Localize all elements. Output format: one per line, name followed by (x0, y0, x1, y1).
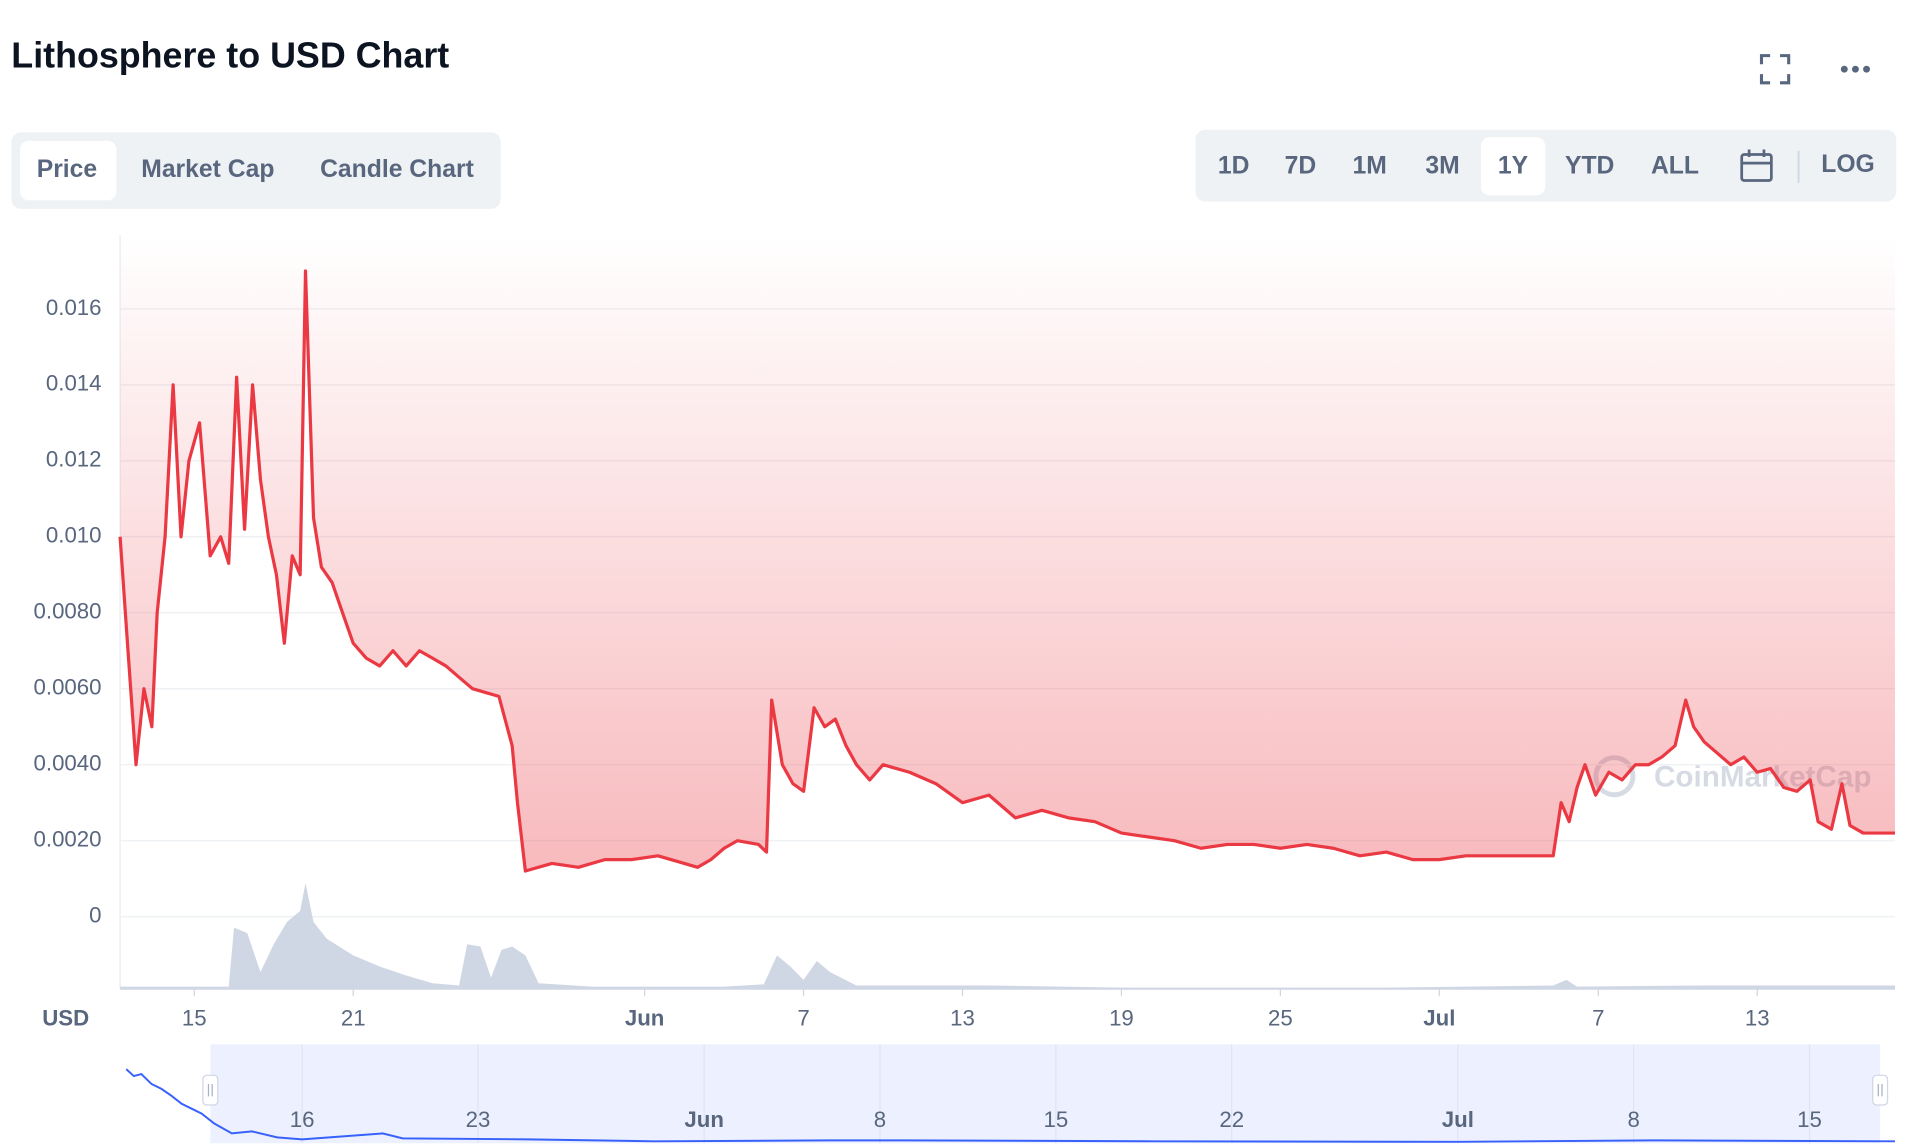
x-tick-label: 25 (1268, 1006, 1293, 1031)
navigator-line (125, 1068, 1895, 1143)
x-tick-label: Jul (1423, 1006, 1455, 1031)
y-tick-label: 0.0040 (34, 751, 102, 776)
navigator-tick-label: Jul (1442, 1107, 1474, 1132)
range-button[interactable]: 1Y (1498, 152, 1529, 179)
chart-title: Lithosphere to USD Chart (11, 36, 449, 76)
navigator-tick-label: 8 (874, 1107, 886, 1132)
y-tick-label: 0.012 (46, 447, 102, 472)
x-tick-label: Jun (625, 1006, 665, 1031)
navigator-window (210, 1044, 1881, 1144)
more-button[interactable] (1840, 65, 1871, 73)
range-button[interactable]: 1D (1218, 152, 1250, 179)
log-button[interactable]: LOG (1821, 151, 1875, 178)
range-button[interactable]: ALL (1651, 152, 1699, 179)
range-button[interactable]: 7D (1285, 152, 1317, 179)
navigator-tick-label: 15 (1043, 1107, 1068, 1132)
y-tick-label: 0.0080 (34, 599, 102, 624)
navigator-handle[interactable] (202, 1074, 219, 1106)
x-tick-label: 13 (950, 1006, 975, 1031)
y-tick-label: 0 (89, 903, 101, 928)
navigator-tick-label: 15 (1797, 1107, 1822, 1132)
tab-selected (19, 140, 117, 201)
navigator-tick-label: 16 (290, 1107, 315, 1132)
fullscreen-button[interactable] (1759, 54, 1791, 85)
navigator-handle[interactable] (1872, 1074, 1889, 1106)
price-line (118, 269, 1895, 873)
tab-button[interactable]: Market Cap (141, 156, 274, 183)
x-tick-label: 19 (1109, 1006, 1134, 1031)
price-fill (120, 234, 1895, 872)
range-selected (1480, 137, 1546, 196)
y-tick-label: 0.0020 (34, 827, 102, 852)
y-tick-label: 0.016 (46, 295, 102, 320)
y-axis-label: USD (42, 1006, 89, 1031)
volume-area (120, 883, 1895, 989)
range-button[interactable]: 1M (1353, 152, 1387, 179)
navigator-tick-label: Jun (684, 1107, 724, 1132)
range-group (1195, 129, 1897, 202)
navigator-tick-label: 23 (466, 1107, 491, 1132)
range-button[interactable]: YTD (1565, 152, 1614, 179)
tab-group (11, 132, 501, 209)
y-tick-label: 0.0060 (34, 675, 102, 700)
range-button[interactable]: 3M (1425, 152, 1459, 179)
tab-button[interactable]: Candle Chart (320, 156, 474, 183)
x-tick-label: 13 (1745, 1006, 1770, 1031)
x-tick-label: 21 (341, 1006, 366, 1031)
navigator-tick-label: 22 (1219, 1107, 1244, 1132)
x-tick-label: 15 (182, 1006, 207, 1031)
y-tick-label: 0.010 (46, 523, 102, 548)
navigator-tick-label: 8 (1628, 1107, 1640, 1132)
x-tick-label: 7 (797, 1006, 809, 1031)
y-tick-label: 0.014 (46, 371, 102, 396)
x-tick-label: 7 (1592, 1006, 1604, 1031)
calendar-button[interactable] (1740, 149, 1773, 182)
tab-button[interactable]: Price (37, 156, 97, 183)
